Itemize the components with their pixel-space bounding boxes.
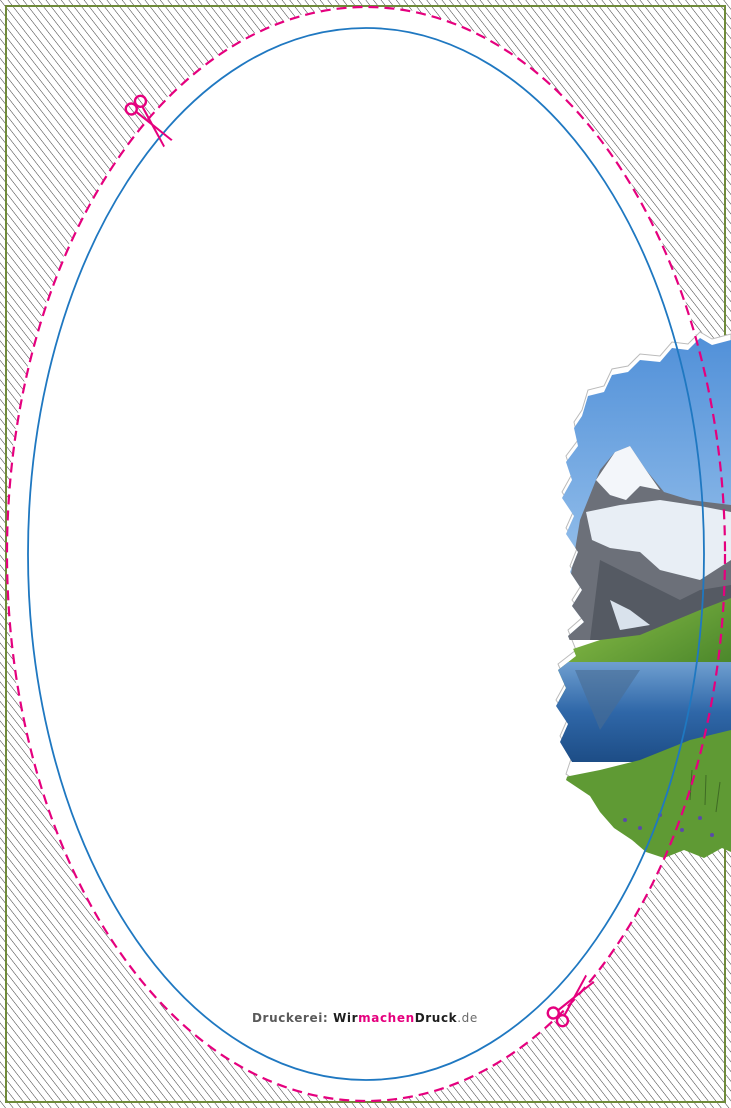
- printer-imprint: Druckerei: WirmachenDruck.de: [252, 1011, 478, 1025]
- imprint-wir: Wir: [333, 1011, 359, 1025]
- imprint-prefix: Druckerei:: [252, 1011, 334, 1025]
- safe-area-line: [27, 27, 705, 1081]
- imprint-machen: machen: [358, 1011, 415, 1025]
- scissors-icon: [124, 94, 173, 148]
- scissors-icon: [546, 974, 595, 1028]
- imprint-druck: Druck: [414, 1011, 458, 1025]
- imprint-tld: .de: [457, 1011, 478, 1025]
- cut-line: [5, 5, 727, 1103]
